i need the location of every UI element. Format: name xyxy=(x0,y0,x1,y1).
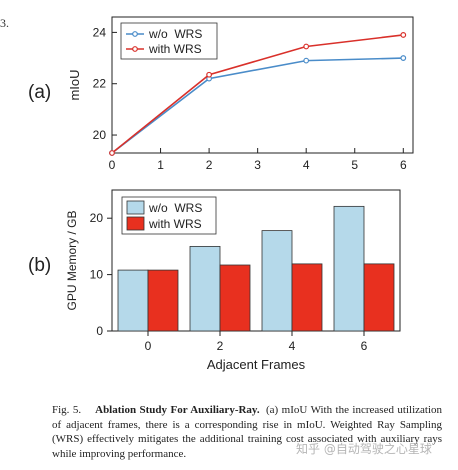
caption-text: (a) mIoU With the increased utilization … xyxy=(52,404,442,460)
series-line xyxy=(111,57,404,154)
bar xyxy=(147,269,179,332)
legend-entry: with WRS xyxy=(148,217,202,231)
bar xyxy=(363,263,395,332)
legend-marker xyxy=(132,46,138,52)
x-tick-label: 1 xyxy=(157,158,164,172)
x-tick-label: 3 xyxy=(254,158,261,172)
data-point xyxy=(400,32,407,38)
bar xyxy=(261,230,293,332)
y-tick-label: 10 xyxy=(90,268,104,282)
x-tick-label: 2 xyxy=(217,339,224,353)
panel-label: (b) xyxy=(28,255,51,276)
data-point xyxy=(206,71,212,78)
series-line xyxy=(111,34,404,154)
x-axis-label: Adjacent Frames xyxy=(207,357,306,372)
x-tick-label: 0 xyxy=(109,158,116,172)
watermark: 知乎 @自动驾驶之心星球 xyxy=(296,442,432,456)
figure-caption: Fig. 5. Ablation Study For Auxiliary-Ray.… xyxy=(52,403,442,461)
bar-chart-gpu-memory: 0 10 20 0 2 4 6 Adjacent Frames GPU Memory / GB (… xyxy=(28,189,401,372)
y-tick-label: 0 xyxy=(96,324,103,338)
x-tick-label: 0 xyxy=(145,339,152,353)
bar xyxy=(291,263,323,332)
x-tick-label: 4 xyxy=(289,339,296,353)
y-axis-label: GPU Memory / GB xyxy=(65,210,79,310)
legend-entry: with WRS xyxy=(148,42,202,56)
y-tick-label: 20 xyxy=(93,128,107,142)
x-tick-label: 6 xyxy=(400,158,407,172)
legend-entry: w/o WRS xyxy=(148,201,202,215)
bar xyxy=(219,264,251,332)
legend-swatch xyxy=(126,216,145,231)
legend-box xyxy=(120,22,218,60)
legend-entry: w/o WRS xyxy=(148,27,202,41)
caption-fig-label: Fig. 5. xyxy=(52,404,82,416)
bar xyxy=(333,205,365,332)
bar xyxy=(117,269,149,332)
y-tick-label: 24 xyxy=(93,25,107,39)
legend-marker xyxy=(132,31,138,37)
y-tick-label: 20 xyxy=(90,211,104,225)
data-point xyxy=(303,57,310,64)
x-tick-label: 5 xyxy=(351,158,358,172)
legend-swatch xyxy=(126,200,145,215)
data-point xyxy=(109,150,115,156)
bar xyxy=(189,245,221,332)
panel-label: (a) xyxy=(28,82,51,103)
caption-title: Ablation Study For Auxiliary-Ray. xyxy=(95,404,260,416)
y-tick-label: 22 xyxy=(93,77,107,91)
x-tick-label: 2 xyxy=(206,158,213,172)
x-tick-label: 6 xyxy=(361,339,368,353)
corner-text: 3. xyxy=(0,16,9,30)
data-point xyxy=(400,55,407,61)
data-point xyxy=(303,43,310,50)
y-axis-label: mIoU xyxy=(67,69,82,100)
x-tick-label: 4 xyxy=(303,158,310,172)
